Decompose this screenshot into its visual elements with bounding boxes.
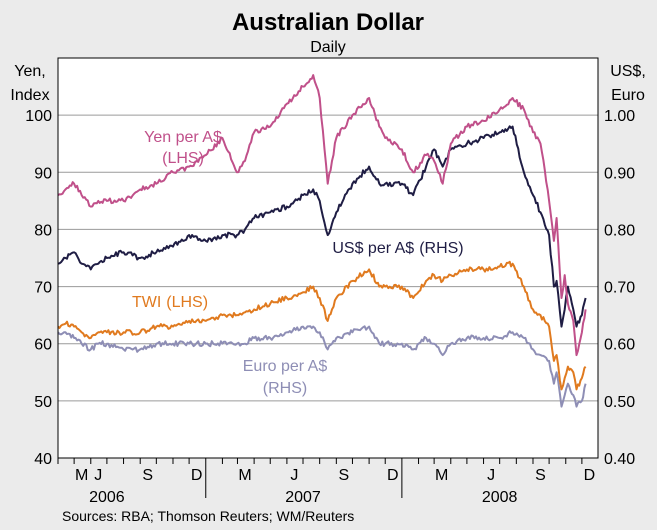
y-tick-label-left: 90 [34, 165, 52, 182]
y-tick-label-left: 100 [25, 108, 52, 125]
y-tick-label-left: 60 [34, 337, 52, 354]
series-tag-usd: (RHS) [419, 240, 463, 257]
chart-subtitle: Daily [310, 39, 346, 56]
source-note: Sources: RBA; Thomson Reuters; WM/Reuter… [62, 508, 354, 524]
x-tick-label: D [584, 467, 596, 484]
right-axis-label-line1: US$, [610, 63, 646, 80]
x-tick-label: M [238, 467, 251, 484]
series-label-yen: Yen per A$ [144, 129, 222, 146]
x-tick-label: J [94, 467, 102, 484]
y-tick-labels: 40 0.40 50 0.50 60 0.60 70 0.70 80 0.80 90 0.90 100 1… [25, 108, 635, 468]
series-label-euro: Euro per A$ [243, 358, 328, 375]
series-line-euro [57, 325, 587, 408]
year-label: 2008 [482, 489, 518, 506]
series-label-twi: TWI (LHS) [132, 294, 208, 311]
x-tick-label: J [487, 467, 495, 484]
series-tag-yen: (LHS) [162, 150, 204, 167]
series-line-yen [57, 74, 587, 357]
series-name-usd: US$ per A$ [332, 240, 414, 257]
plot-frame [57, 57, 599, 459]
left-axis-label-line1: Yen, [14, 63, 45, 80]
x-tick-label: D [387, 467, 399, 484]
x-tick-label: S [339, 467, 350, 484]
year-label: 2007 [285, 489, 321, 506]
y-tick-label-left: 70 [34, 280, 52, 297]
gridlines [58, 114, 598, 402]
y-tick-label-right: 0.90 [604, 165, 635, 182]
x-tick-label: M [435, 467, 448, 484]
series-name-twi: TWI [132, 294, 161, 311]
series-line-twi [57, 260, 587, 391]
series-label-usd: US$ per A$ (RHS) [332, 240, 463, 257]
y-tick-label-left: 40 [34, 451, 52, 468]
x-tick-label: S [142, 467, 153, 484]
series-line-usd [57, 125, 587, 328]
y-tick-label-left: 50 [34, 394, 52, 411]
y-tick-label-right: 0.80 [604, 222, 635, 239]
left-axis-label-line2: Index [10, 87, 49, 104]
right-axis-label-line2: Euro [611, 87, 645, 104]
y-tick-label-right: 0.60 [604, 337, 635, 354]
x-tick-label: D [191, 467, 203, 484]
x-tick-label: S [535, 467, 546, 484]
x-tick-label: M [75, 467, 88, 484]
series-tag-twi: (LHS) [166, 294, 208, 311]
y-tick-label-right: 0.70 [604, 280, 635, 297]
x-tick-label: J [290, 467, 298, 484]
y-tick-label-left: 80 [34, 222, 52, 239]
y-tick-label-right: 0.40 [604, 451, 635, 468]
series-tag-euro: (RHS) [263, 380, 307, 397]
series-lines [57, 74, 587, 408]
y-tick-label-right: 0.50 [604, 394, 635, 411]
year-label: 2006 [89, 489, 125, 506]
y-tick-label-right: 1.00 [604, 108, 635, 125]
chart-title: Australian Dollar [232, 9, 424, 36]
